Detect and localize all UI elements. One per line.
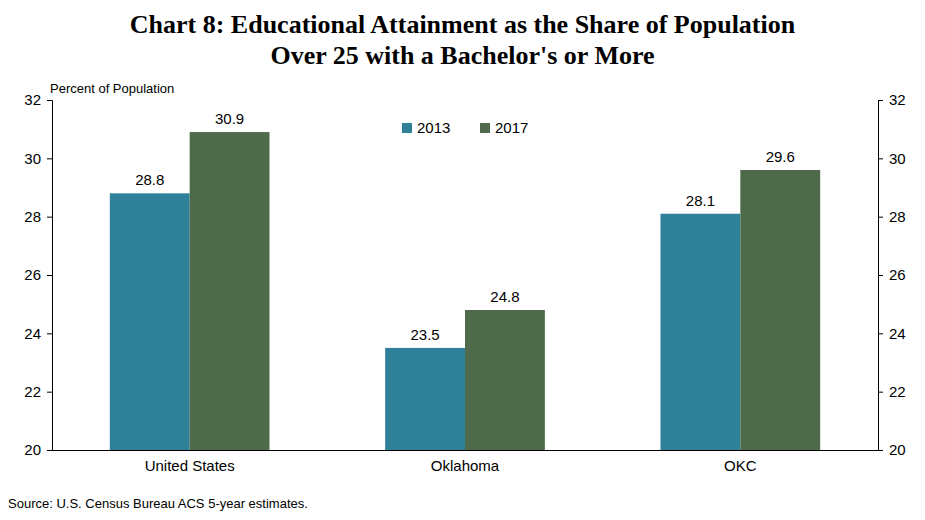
y2-axis-tick-mark [878,333,883,334]
y2-axis-tick-mark [878,158,883,159]
bar [190,132,270,450]
y-axis-tick-mark [47,450,52,451]
y2-axis-tick-label: 26 [889,266,906,283]
data-labels: 28.8 23.5 28.1 30.9 24.8 29.6 [135,110,795,343]
data-label: 28.1 [686,192,715,209]
x-axis-tick: United States [145,457,235,474]
legend: 2013 2017 [402,119,528,136]
data-label: 23.5 [410,326,439,343]
y2-axis-tick-label: 20 [889,441,906,458]
y-axis-tick-label: 30 [24,150,41,167]
y2-axis-tick-mark [878,217,883,218]
y-axis-tick-label: 26 [24,266,41,283]
data-label: 29.6 [766,148,795,165]
y-axis-tick-label: 24 [24,325,41,342]
y2-axis-line [879,101,884,451]
y-axis-tick-label: 20 [24,441,41,458]
y-axis-tick-mark [47,100,52,101]
y-axis-title: Percent of Population [50,81,174,96]
plot: 28.823.528.130.924.829.62022242628303220… [24,91,905,473]
y2-axis-tick-label: 24 [889,325,906,342]
bar [465,310,545,450]
data-label: 24.8 [490,288,519,305]
y-axis-tick-mark [47,333,52,334]
y-axis-tick: 22 [24,383,52,400]
bar [110,193,190,450]
y2-axis-tick-mark [878,450,883,451]
y-axis-tick-label: 22 [24,383,41,400]
bar [385,348,465,450]
x-axis-tick: Oklahoma [431,457,500,474]
y-axis-tick: 26 [24,266,52,283]
x-axis-tick-label: Oklahoma [431,457,500,474]
bar [660,214,740,450]
y2-axis-tick: 22 [878,383,906,400]
y-axis-tick: 20 [24,441,52,458]
chart: Chart 8: Educational Attainment as the S… [0,0,925,520]
legend-label: 2017 [495,119,528,136]
y2-axis-tick: 20 [878,441,906,458]
y2-axis-tick-mark [878,392,883,393]
y2-axis-tick-label: 22 [889,383,906,400]
y2-axis-tick-label: 30 [889,150,906,167]
title: Chart 8: Educational Attainment as the S… [130,10,796,39]
data-label: 28.8 [135,171,164,188]
x-axis-tick: OKC [724,457,757,474]
y-axis-tick: 24 [24,325,52,342]
y-axis-tick-label: 32 [24,91,41,108]
y2-axis-tick: 32 [878,91,906,108]
x-axis-tick-label: United States [145,457,235,474]
x-axis: United States Oklahoma OKC [53,451,879,474]
bars [110,132,820,450]
y-axis-line [47,101,53,451]
legend-swatch [402,123,412,133]
y2-axis-tick-label: 28 [889,208,906,225]
y-axis-tick-mark [47,217,52,218]
source: Source: U.S. Census Bureau ACS 5-year es… [8,496,308,511]
y2-axis-tick-mark [878,100,883,101]
title: Over 25 with a Bachelor's or More [270,41,654,70]
y-axis-tick: 30 [24,150,52,167]
y-axis-tick-mark [47,158,52,159]
y2-axis-tick: 30 [878,150,906,167]
y-axis-tick-mark [47,275,52,276]
y2-axis-tick: 24 [878,325,906,342]
y-axis: 20 22 24 26 28 30 32 [24,91,52,458]
y-axis-tick: 32 [24,91,52,108]
y2-axis-tick-mark [878,275,883,276]
x-axis-tick-label: OKC [724,457,757,474]
y2-axis: 20 22 24 26 28 30 32 [878,91,906,458]
y2-axis-tick-label: 32 [889,91,906,108]
data-label: 30.9 [215,110,244,127]
y-axis-tick-mark [47,392,52,393]
y-axis-tick: 28 [24,208,52,225]
y-axis-tick-label: 28 [24,208,41,225]
bar [740,170,820,450]
y2-axis-tick: 26 [878,266,906,283]
legend-item: 2017 [480,119,528,136]
x-axis-line [53,450,879,451]
legend-swatch [480,123,490,133]
y2-axis-tick: 28 [878,208,906,225]
legend-label: 2013 [417,119,450,136]
legend-item: 2013 [402,119,450,136]
